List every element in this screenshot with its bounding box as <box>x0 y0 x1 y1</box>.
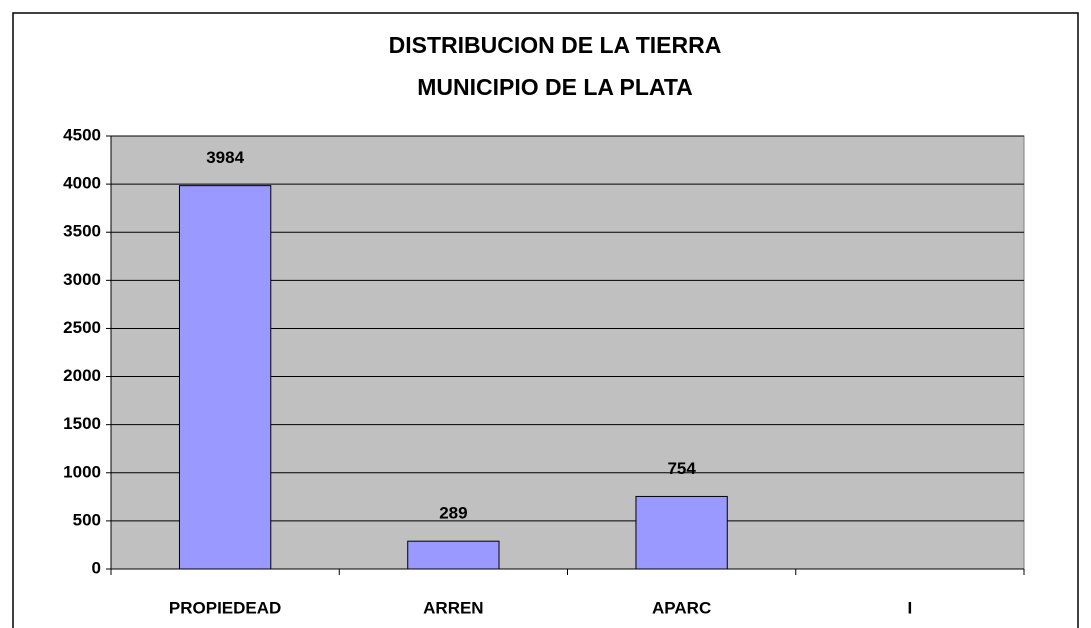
data-label: 289 <box>439 504 467 523</box>
chart-title: MUNICIPIO DE LA PLATA <box>417 74 693 100</box>
y-tick-label: 3000 <box>63 270 101 289</box>
bar <box>178 185 272 570</box>
y-tick-label: 1000 <box>63 462 101 481</box>
y-tick-label: 1500 <box>63 414 101 433</box>
y-tick-label: 0 <box>92 558 101 577</box>
x-tick-label: ARREN <box>423 598 483 617</box>
y-tick-label: 3500 <box>63 222 101 241</box>
chart-title: DISTRIBUCION DE LA TIERRA <box>389 32 722 58</box>
x-tick-label: PROPIEDEAD <box>169 598 281 617</box>
y-tick-label: 2500 <box>63 318 101 337</box>
data-label: 754 <box>667 459 696 478</box>
y-tick-label: 2000 <box>63 366 101 385</box>
y-tick-label: 4500 <box>63 125 101 144</box>
y-tick-label: 500 <box>73 510 101 529</box>
data-label: 3984 <box>206 148 244 167</box>
y-tick-label: 4000 <box>63 174 101 193</box>
bar <box>635 495 728 570</box>
x-tick-label: APARC <box>652 598 711 617</box>
bar <box>407 540 500 570</box>
x-tick-label: I <box>908 598 913 617</box>
